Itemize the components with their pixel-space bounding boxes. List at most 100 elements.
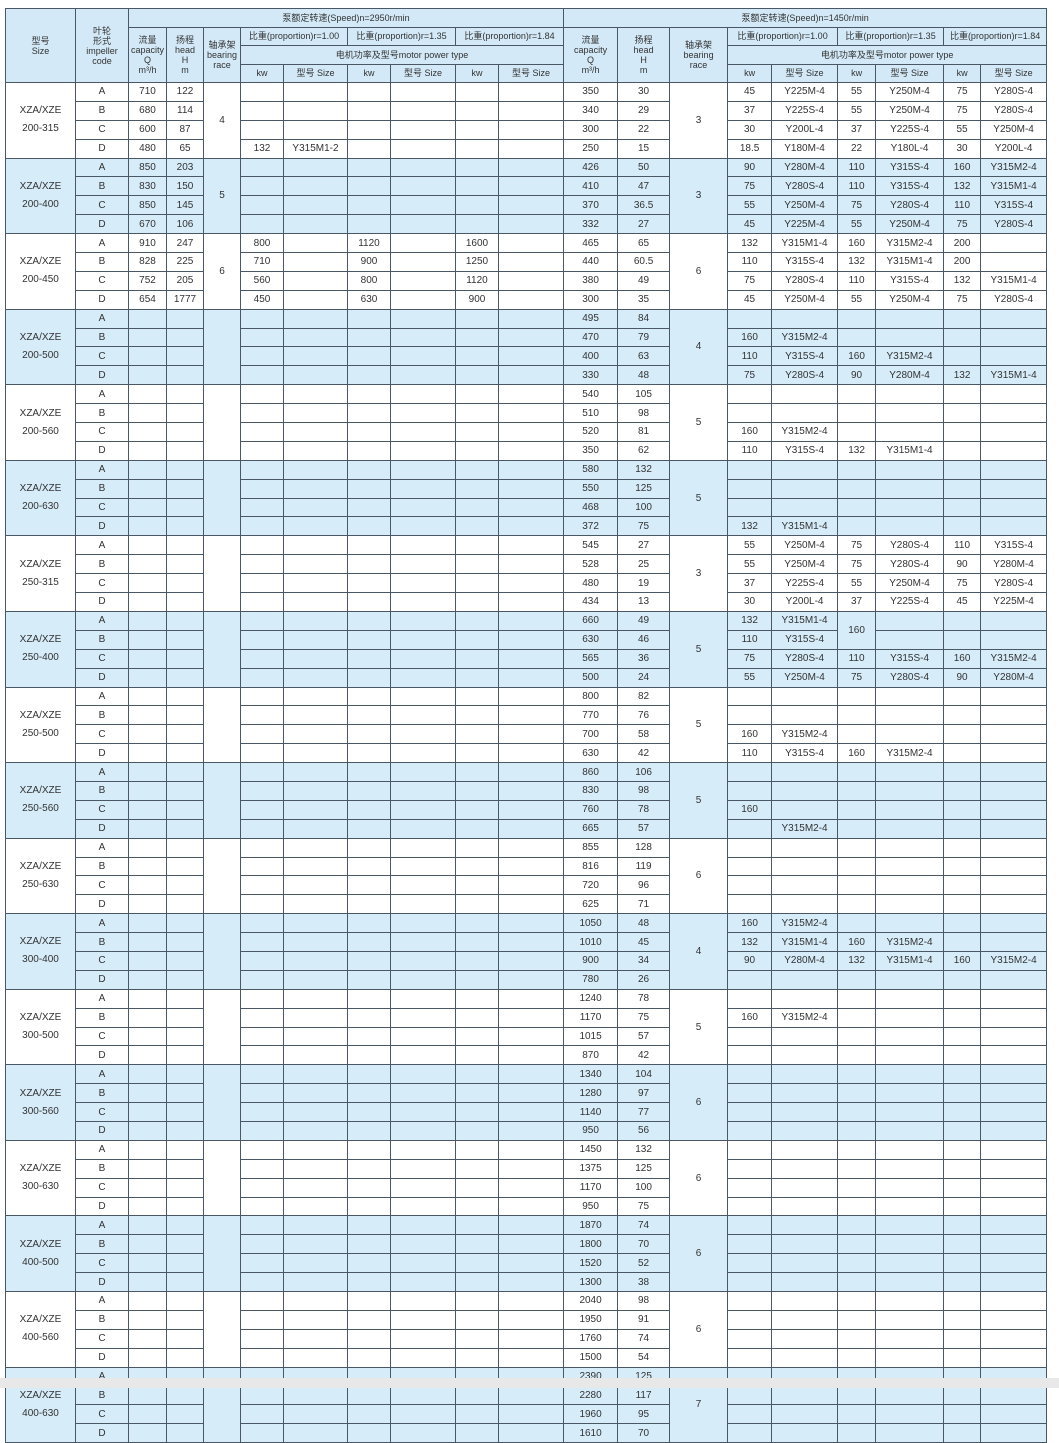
kw-cell [455, 1120, 499, 1141]
head-cell: 100 [617, 497, 671, 518]
table-row: B 816 119 [6, 856, 1048, 877]
type-size-cell [875, 799, 945, 820]
kw-cell [455, 1291, 499, 1311]
head-cell: 98 [617, 1291, 671, 1311]
capacity-cell [128, 1158, 167, 1179]
kw-cell [347, 1328, 391, 1349]
head-cell: 36 [617, 648, 671, 669]
kw-cell [347, 1309, 391, 1330]
type-size-cell [980, 1328, 1048, 1349]
type-size-cell [771, 1309, 839, 1330]
type-size-cell [771, 497, 839, 518]
impeller-code-cell: A [75, 1215, 129, 1236]
kw-cell: 75 [943, 82, 982, 102]
head-cell [166, 894, 204, 915]
head-cell: 104 [617, 1064, 671, 1085]
type-size-cell [390, 705, 456, 726]
model-size: 200-500 [22, 349, 59, 361]
kw-cell [347, 988, 391, 1009]
type-size-cell [771, 762, 839, 782]
bearing-race-cell [203, 535, 241, 612]
model-size: 300-400 [22, 954, 59, 966]
type-size-cell [497, 119, 565, 140]
type-size-cell [980, 799, 1048, 820]
head-cell: 205 [166, 270, 204, 291]
type-size-cell [283, 327, 348, 348]
type-size-cell [497, 1102, 565, 1122]
kw-cell [455, 554, 499, 575]
type-size-cell [771, 875, 839, 896]
kw-cell [240, 932, 284, 952]
model-name: XZA/XZE [19, 860, 62, 872]
type-size-cell [980, 743, 1048, 764]
table-row: XZA/XZE 250-400 A 660 49 5 132 Y315M1-4 160 [5, 610, 1048, 688]
type-size-cell [980, 1347, 1048, 1368]
impeller-code-cell: D [75, 894, 129, 915]
capacity-cell: 350 [563, 440, 619, 461]
kw-header: kw [347, 63, 391, 83]
model-name: XZA/XZE [19, 558, 62, 570]
head-cell: 74 [617, 1328, 671, 1349]
kw-cell [943, 1309, 982, 1330]
type-size-cell: Y280S-4 [980, 100, 1048, 121]
kw-cell [837, 780, 877, 801]
kw-cell [347, 610, 391, 631]
kw-cell [727, 875, 773, 896]
capacity-cell [128, 1347, 167, 1368]
impeller-code-cell: D [75, 969, 129, 990]
type-size-cell [283, 308, 348, 329]
kw-cell [837, 308, 877, 329]
kw-cell [943, 1026, 982, 1047]
type-size-cell [980, 875, 1048, 896]
impeller-code-cell: C [75, 1404, 129, 1425]
type-size-cell [283, 1139, 348, 1160]
impeller-code-cell: A [75, 610, 129, 631]
kw-cell [455, 1139, 499, 1160]
model-size: 300-630 [22, 1181, 59, 1193]
kw-cell [455, 762, 499, 782]
type-size-cell [497, 1423, 565, 1443]
kw-cell: 75 [837, 195, 877, 216]
type-size-cell [497, 950, 565, 971]
kw-cell [347, 422, 391, 442]
kw-cell [837, 403, 877, 424]
kw-cell [943, 856, 982, 877]
capacity-cell [128, 610, 167, 631]
type-size-cell [283, 554, 348, 575]
kw-cell [943, 724, 982, 745]
impeller-code-cell: A [75, 308, 129, 329]
kw-cell [347, 856, 391, 877]
type-size-cell: Y315M2-4 [980, 950, 1048, 971]
head-cell: 75 [617, 1007, 671, 1028]
impeller-code-cell: A [75, 988, 129, 1009]
kw-cell: 90 [943, 667, 982, 688]
impeller-code-cell: C [75, 648, 129, 669]
type-size-cell [875, 1083, 945, 1104]
capacity-cell: 2040 [563, 1291, 619, 1311]
type-size-cell [497, 705, 565, 726]
model-size-cell: XZA/XZE 200-500 [5, 308, 76, 386]
impeller-code-cell: A [75, 82, 129, 102]
type-size-cell [875, 1328, 945, 1349]
head-cell [166, 573, 204, 594]
kw-cell [837, 1253, 877, 1274]
type-size-cell: Y315M2-4 [875, 346, 945, 367]
kw-cell [943, 799, 982, 820]
type-size-header: 型号 Size [390, 63, 456, 83]
type-size-cell [283, 478, 348, 499]
type-size-cell [980, 403, 1048, 424]
table-row: D 434 13 30 Y200L-4 37 Y225S-4 45 Y225M-4 [6, 592, 1048, 612]
capacity-cell: 910 [128, 233, 167, 254]
kw-header: kw [943, 63, 982, 83]
type-size-cell [390, 1026, 456, 1047]
type-size-cell: Y225S-4 [875, 592, 945, 612]
type-size-cell [875, 988, 945, 1009]
capacity-cell [128, 988, 167, 1009]
head-cell [166, 1196, 204, 1217]
type-size-cell: Y315S-4 [771, 743, 839, 764]
head-cell: 57 [617, 1026, 671, 1047]
capacity-cell [128, 1272, 167, 1292]
type-size-cell [283, 1158, 348, 1179]
model-name: XZA/XZE [19, 1163, 62, 1175]
model-name: XZA/XZE [19, 256, 62, 268]
